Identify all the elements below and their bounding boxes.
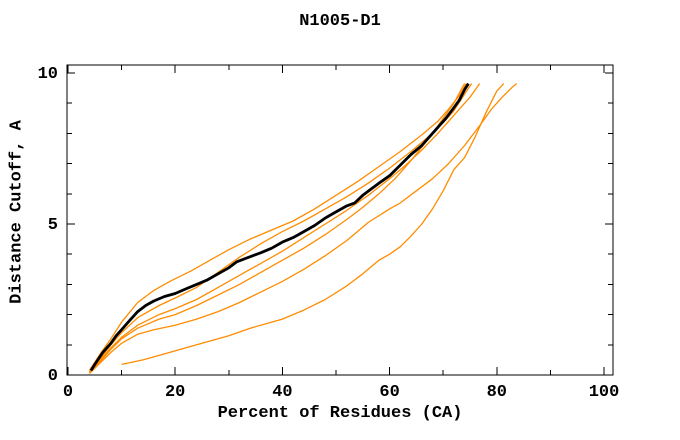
x-tick-label: 80 [487, 383, 507, 402]
series-line-orange-curve-4 [88, 83, 466, 374]
series-line-orange-curve-3 [88, 83, 481, 373]
y-tick-label: 5 [48, 216, 58, 235]
y-tick-label: 0 [48, 367, 58, 386]
series-line-black-highlighted-curve [89, 82, 470, 372]
x-axis-title: Percent of Residues (CA) [217, 404, 463, 423]
x-tick-label: 0 [63, 383, 73, 402]
series-line-orange-curve-5 [88, 83, 518, 374]
chart-title: N1005-D1 [299, 12, 381, 31]
series-line-orange-curve-1 [88, 83, 467, 371]
y-tick-label: 10 [38, 65, 58, 84]
series-line-orange-curve-6 [121, 83, 505, 366]
x-tick-label: 100 [589, 383, 620, 402]
x-tick-label: 60 [379, 383, 399, 402]
series-line-orange-curve-2 [88, 83, 473, 373]
x-tick-label: 20 [165, 383, 185, 402]
x-tick-label: 40 [272, 383, 292, 402]
plot-box [66, 64, 614, 376]
